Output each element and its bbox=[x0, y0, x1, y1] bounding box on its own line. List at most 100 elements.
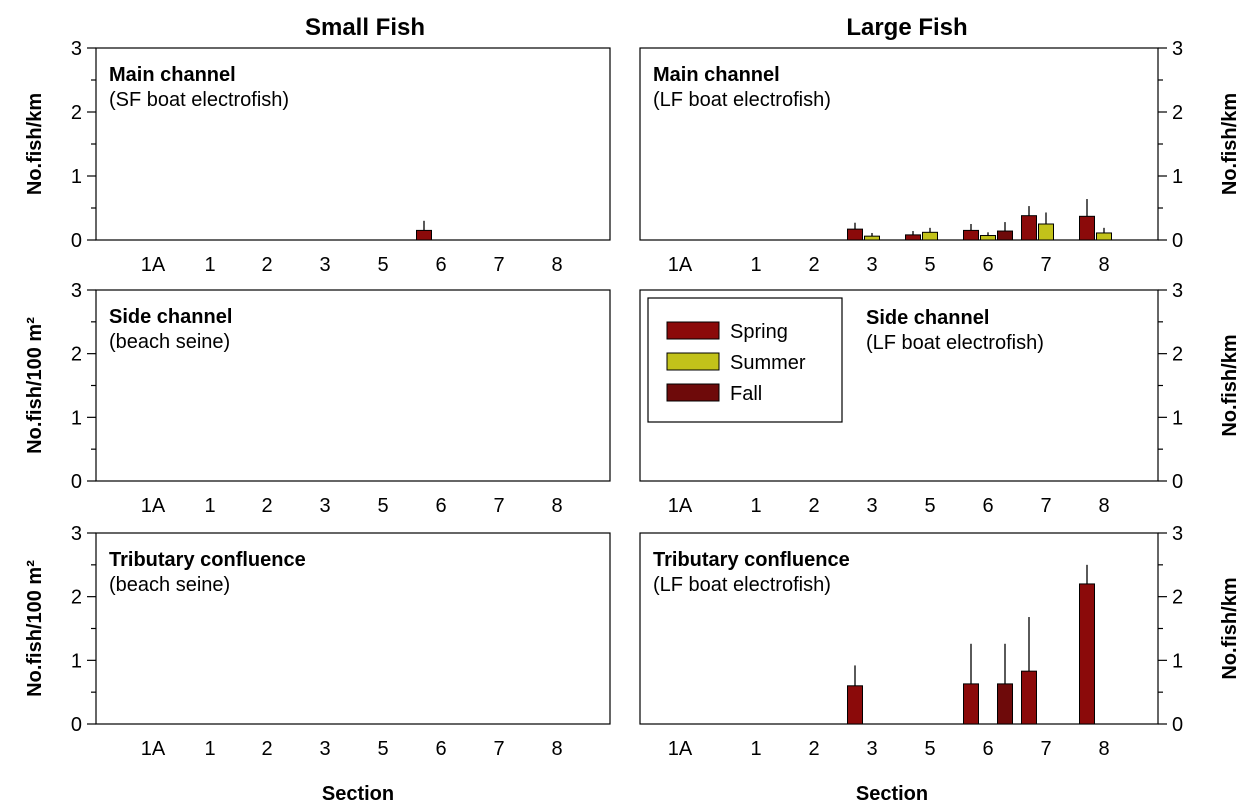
panel-2-bar-spring bbox=[905, 234, 921, 241]
panel-5-y-axis-label: No.fish/100 m² bbox=[24, 560, 46, 697]
panel-4-y-axis-label: No.fish/km bbox=[1219, 334, 1241, 436]
panel-6-y-axis-label: No.fish/km bbox=[1219, 577, 1241, 679]
panel-5-x-tick-label: 5 bbox=[377, 738, 388, 760]
panel-6-y-tick-label: 2 bbox=[1172, 587, 1183, 609]
panel-6-x-tick-label: 5 bbox=[924, 738, 935, 760]
panel-3-x-tick-label: 1 bbox=[204, 495, 215, 517]
legend: Spring Summer Fall bbox=[647, 297, 843, 423]
panel-3-x-tick-label: 3 bbox=[319, 495, 330, 517]
panel-3-x-tick-label: 5 bbox=[377, 495, 388, 517]
panel-5-x-tick-label: 8 bbox=[551, 738, 562, 760]
panel-1-x-tick-label: 3 bbox=[319, 254, 330, 276]
panel-3-x-tick-label: 2 bbox=[261, 495, 272, 517]
x-axis-label-right: Section bbox=[856, 783, 928, 804]
panel-1: 0 1 2 3 No.fish/km 1A 1 2 3 5 6 7 8 Main channel (SF b… bbox=[24, 38, 611, 276]
panel-4-x-tick-label: 3 bbox=[866, 495, 877, 517]
panel-4-x-tick-label: 6 bbox=[982, 495, 993, 517]
panel-2-bar-spring bbox=[847, 228, 863, 241]
panel-6-y-tick-label: 3 bbox=[1172, 523, 1183, 545]
panel-6-bar-spring bbox=[963, 683, 979, 725]
panel-2-bar-spring bbox=[963, 229, 979, 241]
panel-2-bar-fall bbox=[997, 230, 1013, 241]
legend-label-summer: Summer bbox=[730, 352, 806, 374]
panel-5-y-tick-label: 2 bbox=[71, 587, 82, 609]
panel-5-x-tick-label: 1A bbox=[141, 738, 166, 760]
panel-5-x-tick-label: 7 bbox=[493, 738, 504, 760]
panel-3-y-axis-label: No.fish/100 m² bbox=[24, 317, 46, 454]
column-title-small-fish: Small Fish bbox=[305, 14, 425, 41]
panel-2-y-tick-label: 3 bbox=[1172, 38, 1183, 60]
panel-2-bar-spring bbox=[1079, 215, 1095, 241]
panel-1-x-tick-label: 2 bbox=[261, 254, 272, 276]
panel-3: 0 1 2 3 No.fish/100 m² 1A 1 2 3 5 6 7 8 Side channel (… bbox=[24, 280, 611, 517]
legend-swatch-spring bbox=[666, 321, 720, 340]
panel-2-x-tick-label: 7 bbox=[1040, 254, 1051, 276]
panel-1-y-tick-label: 2 bbox=[71, 102, 82, 124]
panel-6-y-tick-label: 0 bbox=[1172, 714, 1183, 736]
panel-2-x-tick-label: 2 bbox=[808, 254, 819, 276]
panel-2-y-axis-label: No.fish/km bbox=[1219, 93, 1241, 195]
legend-swatch-summer bbox=[666, 352, 720, 371]
panel-6-bar-fall bbox=[997, 683, 1013, 725]
panel-5-y-tick-label: 1 bbox=[71, 650, 82, 672]
panel-2-x-tick-label: 1A bbox=[668, 254, 693, 276]
panel-5-x-tick-label: 1 bbox=[204, 738, 215, 760]
panel-6-y-tick-label: 1 bbox=[1172, 650, 1183, 672]
panel-4-y-tick-label: 0 bbox=[1172, 471, 1183, 493]
panel-2-x-tick-label: 5 bbox=[924, 254, 935, 276]
panel-1-x-tick-label: 1 bbox=[204, 254, 215, 276]
panel-1-x-tick-label: 8 bbox=[551, 254, 562, 276]
panel-4-x-tick-label: 5 bbox=[924, 495, 935, 517]
panel-3-y-tick-label: 2 bbox=[71, 344, 82, 366]
panel-4-y-tick-label: 1 bbox=[1172, 407, 1183, 429]
panel-6-bar-spring bbox=[1079, 583, 1095, 725]
panel-3-x-tick-label: 8 bbox=[551, 495, 562, 517]
panel-6-title: Tributary confluence bbox=[653, 549, 850, 571]
panel-2-x-tick-label: 1 bbox=[750, 254, 761, 276]
panel-5-x-tick-label: 2 bbox=[261, 738, 272, 760]
panel-5-y-tick-label: 0 bbox=[71, 714, 82, 736]
legend-swatch-fall bbox=[666, 383, 720, 402]
panel-5: 0 1 2 3 No.fish/100 m² 1A 1 2 3 5 6 7 8 Tributary con… bbox=[24, 523, 611, 760]
panel-3-y-tick-label: 3 bbox=[71, 280, 82, 302]
panel-4-x-tick-label: 1 bbox=[750, 495, 761, 517]
panel-4-x-tick-label: 1A bbox=[668, 495, 693, 517]
panel-2-bar-summer bbox=[922, 231, 938, 241]
panel-6: 0 1 2 3 No.fish/km 1A 1 2 3 5 6 7 8 Tributary conflue… bbox=[639, 523, 1241, 760]
legend-label-spring: Spring bbox=[730, 321, 788, 343]
panel-5-x-tick-label: 6 bbox=[435, 738, 446, 760]
panel-3-x-tick-label: 1A bbox=[141, 495, 166, 517]
panel-4-subtitle: (LF boat electrofish) bbox=[866, 332, 1044, 354]
panel-1-y-tick-label: 0 bbox=[71, 230, 82, 252]
chart-panels: 0 1 2 3 No.fish/km 1A 1 2 3 5 6 7 8 Main channel (SF b… bbox=[24, 38, 1241, 760]
panel-2-x-tick-label: 6 bbox=[982, 254, 993, 276]
panel-5-x-tick-label: 3 bbox=[319, 738, 330, 760]
panel-4-x-tick-label: 7 bbox=[1040, 495, 1051, 517]
panel-3-x-tick-label: 7 bbox=[493, 495, 504, 517]
panel-2-subtitle: (LF boat electrofish) bbox=[653, 89, 831, 111]
panel-4: 0 1 2 3 No.fish/km 1A 1 2 3 5 6 7 8 Side channel (LF b… bbox=[639, 280, 1241, 517]
panel-6-x-tick-label: 1A bbox=[668, 738, 693, 760]
panel-1-x-tick-label: 5 bbox=[377, 254, 388, 276]
panel-5-title: Tributary confluence bbox=[109, 549, 306, 571]
panel-1-x-tick-label: 1A bbox=[141, 254, 166, 276]
legend-label-fall: Fall bbox=[730, 383, 762, 405]
panel-3-title: Side channel bbox=[109, 306, 232, 328]
panel-1-y-tick-label: 1 bbox=[71, 166, 82, 188]
panel-6-x-tick-label: 7 bbox=[1040, 738, 1051, 760]
panel-6-x-tick-label: 3 bbox=[866, 738, 877, 760]
panel-4-y-tick-label: 3 bbox=[1172, 280, 1183, 302]
panel-2-bar-spring bbox=[1021, 215, 1037, 241]
panel-1-y-tick-label: 3 bbox=[71, 38, 82, 60]
panel-4-y-tick-label: 2 bbox=[1172, 344, 1183, 366]
panel-6-x-tick-label: 6 bbox=[982, 738, 993, 760]
panel-6-bar-spring bbox=[847, 685, 863, 725]
column-title-large-fish: Large Fish bbox=[846, 14, 967, 41]
panel-4-x-tick-label: 8 bbox=[1098, 495, 1109, 517]
panel-5-subtitle: (beach seine) bbox=[109, 574, 230, 596]
x-axis-label-left: Section bbox=[322, 783, 394, 804]
panel-1-x-tick-label: 6 bbox=[435, 254, 446, 276]
panel-6-x-tick-label: 2 bbox=[808, 738, 819, 760]
panel-6-bar-spring bbox=[1021, 670, 1037, 725]
